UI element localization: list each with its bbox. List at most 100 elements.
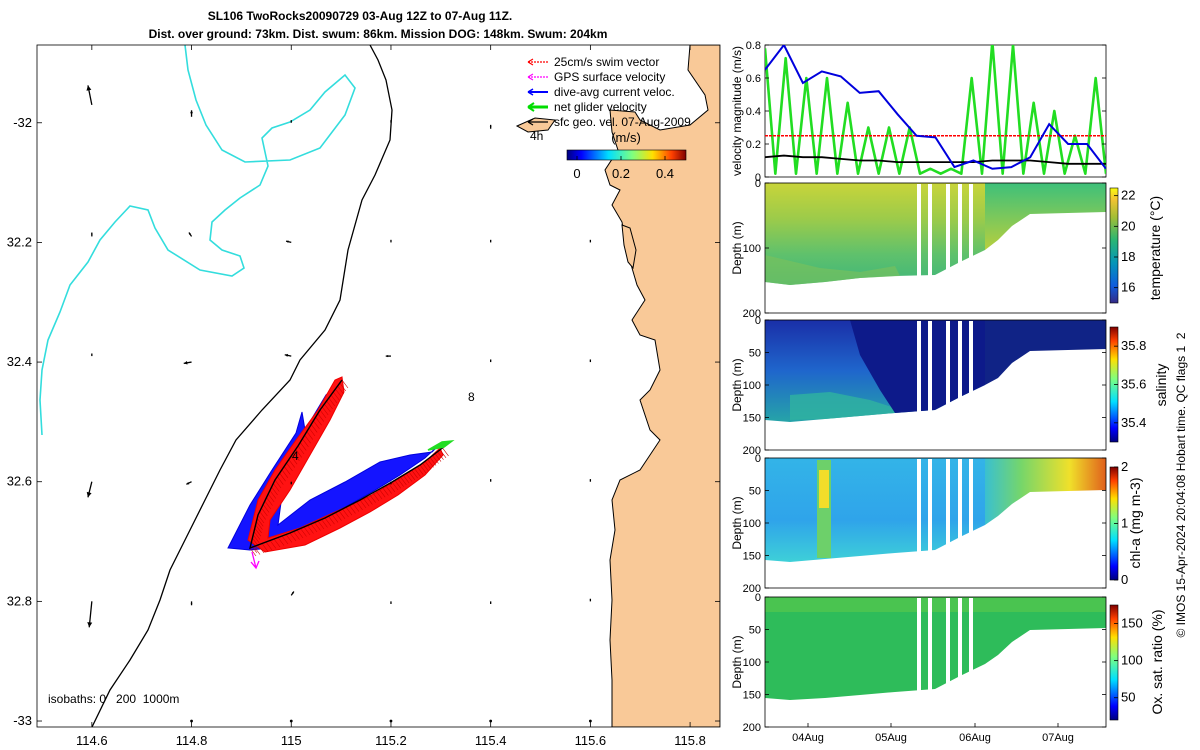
oxygen-panel: 0 50 100 150 200 04Aug 05Aug 06Aug 07Aug Depth … [730, 592, 1165, 744]
profile-gaps [917, 184, 973, 312]
velocity-y-tick-label: 0.6 [746, 73, 761, 85]
current-vector-arrow [290, 591, 295, 596]
profile-gap [928, 321, 932, 449]
current-vector-arrow [87, 601, 93, 628]
profile-gap [958, 184, 962, 312]
current-vector-arrow [489, 124, 492, 129]
chlorophyll-colorbar-label: chl-a (mg m-3) [1127, 477, 1143, 568]
temperature-colorbar [1109, 187, 1119, 304]
velocity-y-tick-label: 0.4 [746, 106, 761, 118]
colorbar-tick-label: 150 [1121, 616, 1143, 631]
current-vector-arrow [489, 719, 493, 723]
map-y-tick-label: 32.4 [7, 354, 32, 369]
map-x-tick-label: 115.2 [375, 733, 407, 748]
island [621, 224, 637, 270]
current-vector-arrow [389, 719, 393, 723]
profile-gap [946, 459, 950, 587]
depth-tick-label: 0 [755, 315, 761, 327]
current-vector-arrow [390, 481, 392, 485]
net-glider-velocity-line [765, 45, 1106, 175]
map-annotation-8: 8 [468, 390, 475, 404]
colorbar-tick-label: 20 [1121, 218, 1135, 233]
depth-tick-label: 100 [743, 380, 761, 392]
legend-label-sfc-geo: sfc geo. vel. 07-Aug-2009 [554, 115, 691, 129]
current-vector-arrow [285, 240, 292, 244]
current-vector-arrow [183, 361, 192, 365]
oxygen-colorbar [1109, 604, 1119, 721]
salinity-shelf-field [985, 320, 1106, 385]
current-arrows [86, 85, 592, 723]
map-annotation-4: 4 [292, 449, 299, 463]
map-x-tick-label: 114.6 [76, 733, 108, 748]
colorbar-tick-label: 16 [1121, 280, 1135, 295]
depth-tick-label: 100 [743, 243, 761, 255]
map-y-axis: -32 32.2 32.4 32.6 32.8 -33 [7, 115, 720, 728]
track-line [249, 379, 446, 550]
imos-credit: © IMOS 15-Apr-2024 20:04:08 Hobart time.… [1174, 332, 1188, 637]
colorbar-tick-label: 1 [1121, 516, 1128, 531]
colorbar-tick-label: 35.6 [1121, 377, 1146, 392]
salinity-deep-water [790, 392, 895, 420]
depth-tick-label: 50 [749, 348, 761, 360]
salinity-y-axis: 0 50 100 150 200 [743, 315, 1106, 457]
salinity-colorbar-label: salinity [1153, 364, 1169, 407]
profile-gap [969, 459, 973, 587]
chlorophyll-y-label: Depth (m) [730, 496, 744, 549]
depth-tick-label: 0 [755, 178, 761, 190]
map-x-axis: 114.6 114.8 115 115.2 115.4 115.6 115.8 [76, 45, 706, 748]
profile-gap [958, 321, 962, 449]
map-x-tick-label: 115 [281, 733, 302, 748]
profile-gap [946, 321, 950, 449]
chlorophyll-shelf-field [985, 458, 1106, 525]
speed-colorbar-ticks: 0 0.2 0.4 [573, 156, 674, 181]
current-vector-arrow [91, 353, 93, 357]
map-x-tick-label: 114.8 [176, 733, 208, 748]
current-vector-arrow [190, 601, 193, 606]
current-vector-arrow [589, 359, 592, 363]
map-legend: 25cm/s swim vector GPS surface velocity … [527, 55, 691, 129]
isobath-200m [91, 45, 393, 727]
current-vector-arrow [284, 353, 292, 357]
temperature-y-axis: 0 100 200 [743, 178, 1106, 320]
profile-gap [946, 184, 950, 312]
current-vector-arrow [289, 719, 293, 723]
land-area [604, 45, 720, 727]
profile-gap [946, 598, 950, 726]
legend-item-gps: GPS surface velocity [527, 70, 665, 84]
legend-item-swim-vector: 25cm/s swim vector [527, 55, 659, 69]
legend-item-dive-avg: dive-avg current veloc. [527, 85, 675, 99]
colorbar-tick-label: 2 [1121, 459, 1128, 474]
map-x-tick-label: 115.6 [575, 733, 607, 748]
map-panel: 8 4 4h isobaths: 0 200 1000m 25cm/s swim… [7, 44, 721, 748]
current-vector-arrow [186, 481, 192, 485]
speed-colorbar-tick-label: 0.2 [612, 166, 630, 181]
depth-tick-label: 200 [743, 722, 761, 734]
profile-gaps [917, 598, 973, 726]
current-vector-arrow [589, 479, 592, 482]
chlorophyll-bloom-core [819, 470, 829, 508]
salinity-panel: 0 50 100 150 200 Depth (m) 35.4 35.6 35.8 sali… [730, 315, 1169, 457]
time-x-tick-label: 07Aug [1042, 732, 1074, 744]
current-vector-arrow [390, 120, 392, 123]
time-x-axis: 04Aug 05Aug 06Aug 07Aug [792, 723, 1074, 744]
current-vector-arrow [490, 359, 492, 363]
map-y-tick-label: 32.8 [7, 593, 32, 608]
glider-track [227, 376, 455, 570]
velocity-y-tick-label: 0.8 [746, 40, 761, 52]
chlorophyll-colorbar-ticks: 0 1 2 [1114, 459, 1128, 587]
depth-tick-label: 200 [743, 583, 761, 595]
colorbar-unit-label: (m/s) [611, 130, 641, 145]
oxygen-surface-layer [765, 597, 1106, 612]
isobaths-label: isobaths: 0 200 1000m [48, 692, 179, 706]
depth-tick-label: 150 [743, 690, 761, 702]
temperature-panel: 0 100 200 Depth (m) 16 18 20 22 temperature (… [730, 178, 1163, 320]
current-vector-arrow [90, 232, 93, 237]
oxygen-colorbar-label: Ox. sat. ratio (%) [1149, 609, 1165, 714]
swim-vector-hatch [249, 379, 449, 557]
depth-tick-label: 200 [743, 445, 761, 457]
profile-gap [958, 598, 962, 726]
current-vector-arrow [190, 110, 194, 117]
profile-gap [917, 321, 921, 449]
current-vector-arrow [490, 239, 492, 243]
